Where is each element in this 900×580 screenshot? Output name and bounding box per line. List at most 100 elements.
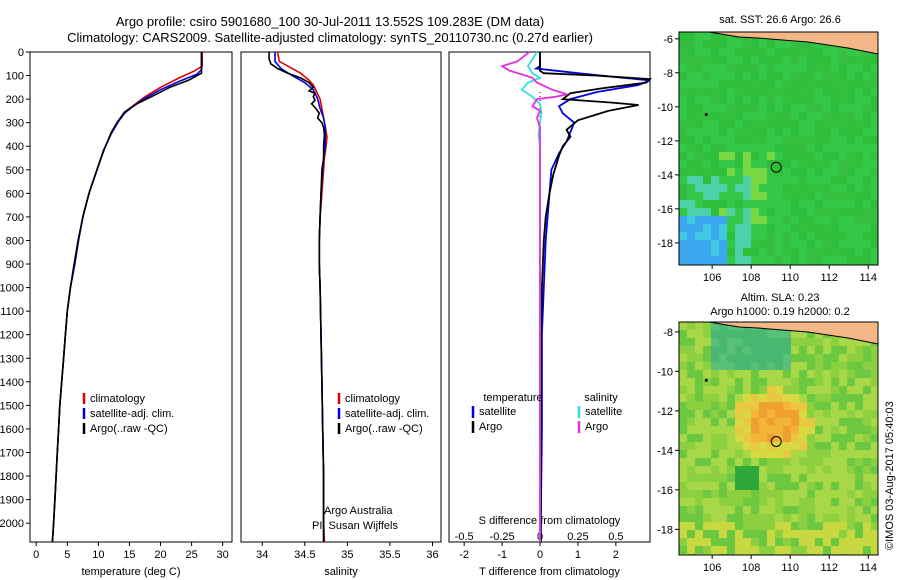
map-cell	[703, 506, 711, 514]
map-cell	[735, 546, 743, 554]
y-tick-label: 600	[6, 188, 24, 200]
map-cell	[679, 184, 687, 192]
map-cell	[759, 152, 767, 160]
map-cell	[719, 96, 727, 104]
map-cell	[679, 216, 687, 224]
map-cell	[831, 370, 839, 378]
map-cell	[839, 240, 847, 248]
map-cell	[847, 442, 855, 450]
map-cell	[727, 208, 735, 216]
map-cell	[687, 168, 695, 176]
map-cell	[807, 192, 815, 200]
map-cell	[679, 248, 687, 256]
map-cell	[823, 370, 831, 378]
map-cell	[743, 128, 751, 136]
map-cell	[831, 200, 839, 208]
map-cell	[719, 128, 727, 136]
map-cell	[831, 88, 839, 96]
map-cell	[719, 88, 727, 96]
map-cell	[759, 458, 767, 466]
map-cell	[759, 104, 767, 112]
x-tick-label: 34.5	[294, 549, 315, 561]
map-cell	[767, 240, 775, 248]
map-cell	[719, 224, 727, 232]
x-tick-label: 5	[64, 549, 70, 561]
map-cell	[687, 40, 695, 48]
map-cell	[679, 48, 687, 56]
map-cell	[719, 160, 727, 168]
map-cell	[743, 48, 751, 56]
map-cell	[743, 506, 751, 514]
map-y-tick-label: -10	[657, 102, 673, 114]
map-cell	[751, 394, 759, 402]
map-cell	[871, 434, 878, 442]
map-cell	[703, 482, 711, 490]
map-cell	[687, 506, 695, 514]
map-cell	[711, 256, 719, 264]
map-cell	[711, 88, 719, 96]
map-cell	[815, 160, 823, 168]
map-cell	[783, 530, 791, 538]
map-cell	[695, 80, 703, 88]
map-cell	[767, 546, 775, 554]
map-cell	[687, 80, 695, 88]
map-x-tick-label: 108	[742, 562, 760, 574]
salinity-difference-axis-label: S difference from climatology	[479, 515, 621, 527]
map-cell	[871, 346, 878, 354]
map-cell	[711, 530, 719, 538]
map-cell	[823, 490, 831, 498]
map-cell	[687, 48, 695, 56]
map-cell	[783, 160, 791, 168]
map-cell	[815, 112, 823, 120]
map-cell	[687, 232, 695, 240]
series-line-temperature-1	[51, 52, 203, 543]
y-tick-label: 400	[6, 141, 24, 153]
map-cell	[719, 546, 727, 554]
map-cell	[735, 514, 743, 522]
map-cell	[759, 184, 767, 192]
map-cell	[759, 426, 767, 434]
map-cell	[815, 458, 823, 466]
map-cell	[791, 346, 799, 354]
map-cell	[679, 362, 687, 370]
map-cell	[855, 338, 863, 346]
map-cell	[775, 522, 783, 530]
map-cell	[679, 128, 687, 136]
map-cell	[767, 434, 775, 442]
map-cell	[799, 418, 807, 426]
map-cell	[743, 72, 751, 80]
map-cell	[759, 418, 767, 426]
map-cell	[799, 458, 807, 466]
map-cell	[743, 466, 751, 474]
map-cell	[767, 248, 775, 256]
map-cell	[783, 514, 791, 522]
map-cell	[855, 136, 863, 144]
map-cell	[871, 88, 878, 96]
map-cell	[799, 410, 807, 418]
map-cell	[735, 394, 743, 402]
map-cell	[831, 136, 839, 144]
map-cell	[791, 386, 799, 394]
map-cell	[735, 96, 743, 104]
map-cell	[847, 410, 855, 418]
map-cell	[799, 104, 807, 112]
map-cell	[871, 216, 878, 224]
map-cell	[703, 426, 711, 434]
map-cell	[855, 232, 863, 240]
map-cell	[679, 112, 687, 120]
map-cell	[679, 538, 687, 546]
map-cell	[823, 224, 831, 232]
map-cell	[719, 482, 727, 490]
map-cell	[695, 466, 703, 474]
map-cell	[871, 354, 878, 362]
map-cell	[711, 136, 719, 144]
map-cell	[719, 522, 727, 530]
map-cell	[695, 546, 703, 554]
map-cell	[847, 466, 855, 474]
y-tick-label: 1500	[0, 400, 24, 412]
map-cell	[711, 56, 719, 64]
map-cell	[815, 370, 823, 378]
map-cell	[695, 104, 703, 112]
map-cell	[831, 514, 839, 522]
map-cell	[839, 104, 847, 112]
